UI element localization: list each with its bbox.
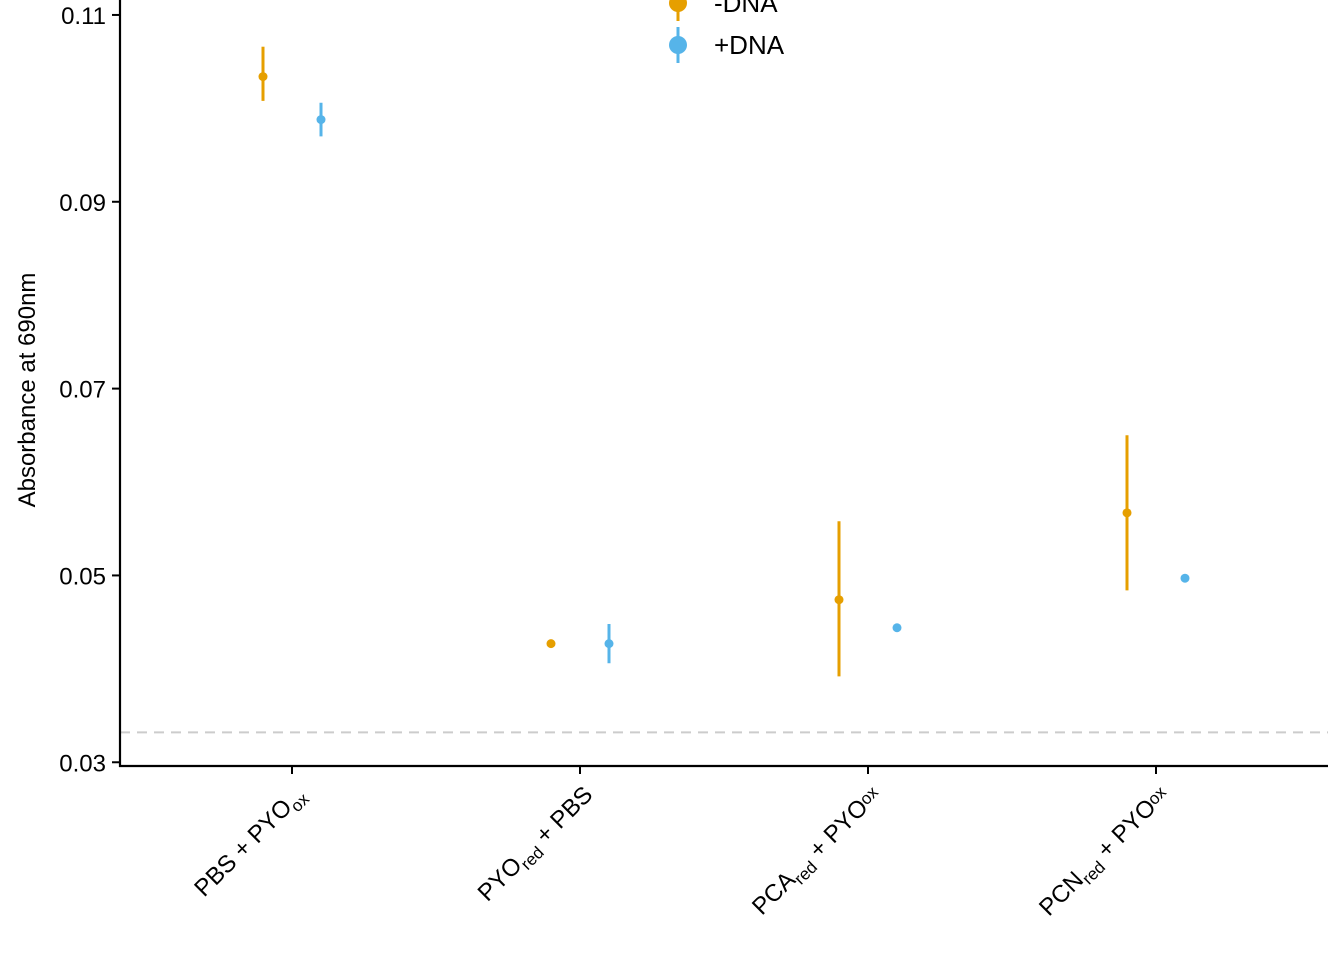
- data-point: [892, 623, 902, 633]
- data-point: [316, 115, 326, 125]
- legend-label: +DNA: [714, 30, 785, 60]
- x-tick-label: PBS + PYOox: [189, 781, 313, 905]
- data-point: [604, 639, 614, 649]
- legend-label: -DNA: [714, 0, 778, 18]
- legend-key-point: [669, 0, 687, 12]
- data-marks: [258, 46, 1190, 677]
- legend: -DNA +DNA: [669, 0, 785, 63]
- x-tick-label: PYOred + PBS: [473, 781, 601, 909]
- data-point: [546, 639, 556, 649]
- axes: 0.03 0.05 0.07 0.09 0.11 PBS + PYOox PYOred + …: [59, 0, 1328, 924]
- data-point: [258, 72, 268, 82]
- y-tick-label: 0.05: [59, 563, 106, 590]
- data-point: [834, 595, 844, 605]
- x-tick-label: PCAred + PYOox: [747, 781, 889, 923]
- data-point: [1122, 508, 1132, 518]
- y-tick-label: 0.07: [59, 377, 106, 404]
- legend-key-point: [669, 36, 687, 54]
- y-tick-label: 0.11: [61, 3, 106, 30]
- y-tick-label: 0.09: [59, 190, 106, 217]
- y-tick-label: 0.03: [59, 750, 106, 777]
- data-point: [1180, 573, 1190, 583]
- x-tick-label: PCNred + PYOox: [1034, 781, 1177, 924]
- y-axis-title: Absorbance at 690nm: [14, 273, 41, 508]
